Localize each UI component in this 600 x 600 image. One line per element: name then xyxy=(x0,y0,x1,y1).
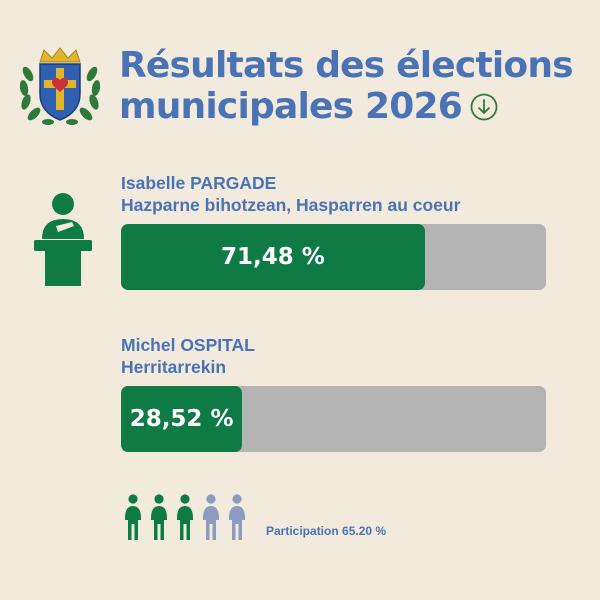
municipal-coat-of-arms-icon xyxy=(19,47,101,125)
candidate-2-result-value: 28,52 % xyxy=(129,406,234,432)
candidate-1-result-fill: 71,48 % xyxy=(121,224,425,290)
candidate-1-list: Hazparne bihotzean, Hasparren au coeur xyxy=(121,195,461,215)
person-icon-filled xyxy=(151,494,167,540)
speaker-at-podium-icon xyxy=(34,193,92,286)
candidate-2-name: Michel OSPITAL xyxy=(121,335,255,355)
candidate-1-name: Isabelle PARGADE xyxy=(121,173,277,193)
participation-pictogram xyxy=(125,494,245,540)
person-icon-filled xyxy=(177,494,193,540)
candidate-1-result-value: 71,48 % xyxy=(220,244,325,270)
candidate-1-result-bar: 71,48 % xyxy=(121,224,546,290)
person-icon-empty xyxy=(229,494,245,540)
person-icon-empty xyxy=(203,494,219,540)
candidate-2-result-fill: 28,52 % xyxy=(121,386,243,452)
arrow-down-circle-icon[interactable] xyxy=(470,93,498,121)
candidate-2-list: Herritarrekin xyxy=(121,357,227,377)
title-line-2: municipales 2026 xyxy=(119,86,463,127)
participation-label: Participation 65.20 % xyxy=(266,524,387,538)
page-title: Résultats des élections municipales 2026 xyxy=(119,45,574,127)
person-icon-filled xyxy=(125,494,141,540)
candidate-2-result-bar: 28,52 % xyxy=(121,386,546,452)
title-line-1: Résultats des élections xyxy=(119,45,574,86)
